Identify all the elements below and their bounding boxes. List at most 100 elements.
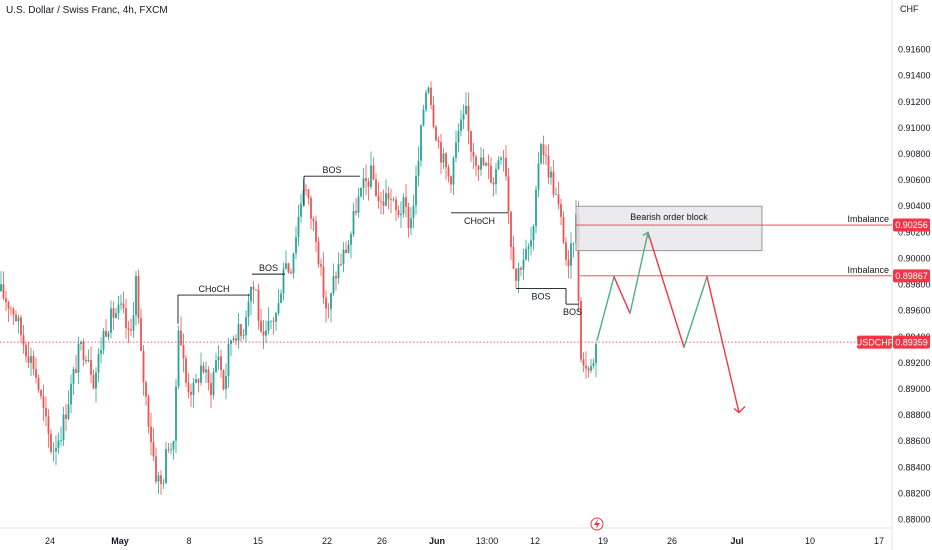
candle-body [415, 175, 417, 206]
candle-body [567, 259, 570, 266]
candle-body [532, 226, 535, 241]
candle-body [215, 360, 217, 373]
candle-body [570, 243, 572, 266]
candle-body [62, 414, 65, 441]
candle-body [177, 330, 180, 387]
candle-body [0, 284, 2, 292]
price-tick-label: 0.88000 [898, 515, 931, 525]
candle-body [552, 171, 555, 195]
candle-body [555, 194, 557, 196]
candle-body [357, 196, 360, 213]
candle-body [257, 289, 260, 321]
candle-body [92, 374, 95, 389]
imbalance-price-text: 0.89867 [895, 271, 928, 281]
candle-body [330, 293, 332, 310]
price-tick-label: 0.88400 [898, 462, 931, 472]
candle-body [35, 369, 37, 378]
candle-body [340, 264, 342, 265]
candle-body [197, 379, 200, 383]
candle-body [590, 366, 592, 371]
candle-body [150, 426, 152, 443]
candle-body [90, 360, 92, 375]
candle-body [55, 448, 57, 452]
imbalance-label: Imbalance [847, 265, 889, 275]
candle-body [125, 308, 127, 329]
candle-body [370, 165, 372, 187]
candle-body [20, 317, 22, 336]
price-tick-label: 0.91600 [898, 45, 931, 55]
order-block-box [575, 205, 763, 252]
candle-body [447, 167, 450, 177]
price-tick-label: 0.89200 [898, 358, 931, 368]
candle-body [457, 130, 460, 143]
imbalance-label: Imbalance [847, 214, 889, 224]
candle-body [355, 210, 357, 213]
structure-label: BOS [563, 307, 582, 317]
candle-body [95, 372, 97, 389]
candle-body [295, 237, 297, 254]
candle-body [562, 216, 565, 243]
candle-body [435, 126, 437, 141]
candle-body [267, 321, 270, 331]
imbalance-price-text: 0.90256 [895, 220, 928, 230]
candle-body [5, 298, 7, 303]
candle-body [250, 286, 252, 302]
structure-label: CHoCH [464, 216, 495, 226]
time-tick-label: 19 [598, 536, 608, 546]
candle-body [480, 157, 482, 170]
candle-body [362, 178, 365, 188]
time-tick-label: Jul [730, 536, 743, 546]
price-tick-label: 0.88200 [898, 488, 931, 498]
candle-body [277, 303, 280, 313]
candle-body [127, 328, 130, 330]
candle-body [200, 365, 202, 383]
candle-body [395, 199, 397, 211]
candle-body [427, 87, 430, 93]
candle-body [247, 301, 250, 318]
candle-body [320, 264, 322, 267]
candle-body [227, 343, 230, 377]
candle-body [85, 359, 87, 362]
candle-body [437, 140, 440, 143]
candle-body [470, 130, 472, 152]
candle-body [432, 104, 435, 127]
candle-body [87, 360, 90, 362]
candle-body [147, 396, 150, 427]
candle-body [397, 210, 400, 216]
candle-body [492, 182, 495, 185]
time-tick-label: Jun [429, 536, 445, 546]
price-axis-unit: CHF [900, 4, 919, 14]
candle-body [332, 276, 335, 294]
imbalance-price-badge [893, 269, 930, 283]
candle-body [407, 206, 410, 229]
current-price-badge [893, 335, 930, 349]
candle-body [482, 157, 485, 166]
candle-body [592, 363, 595, 367]
candle-body [430, 87, 432, 105]
candle-body [517, 267, 520, 281]
time-tick-label: May [111, 536, 129, 546]
candle-body [465, 105, 467, 115]
price-tick-label: 0.90800 [898, 149, 931, 159]
candle-body [537, 163, 540, 190]
candle-body [157, 475, 160, 482]
structure-annotation-bos: BOS [304, 165, 360, 177]
price-tick-label: 0.88600 [898, 436, 931, 446]
candle-body [45, 408, 47, 417]
candle-body [67, 404, 70, 419]
candle-body [377, 196, 380, 202]
candle-body [160, 475, 162, 484]
candle-body [587, 368, 590, 371]
projection-segment [613, 276, 631, 314]
candle-body [182, 345, 185, 359]
candle-body [260, 320, 262, 332]
candle-body [70, 383, 72, 405]
time-tick-label: 15 [253, 536, 263, 546]
price-tick-label: 0.90600 [898, 175, 931, 185]
candle-body [275, 312, 277, 322]
candle-body [282, 268, 285, 294]
candle-body [462, 114, 465, 120]
structure-label: CHoCH [198, 284, 229, 294]
candle-body [497, 159, 500, 170]
